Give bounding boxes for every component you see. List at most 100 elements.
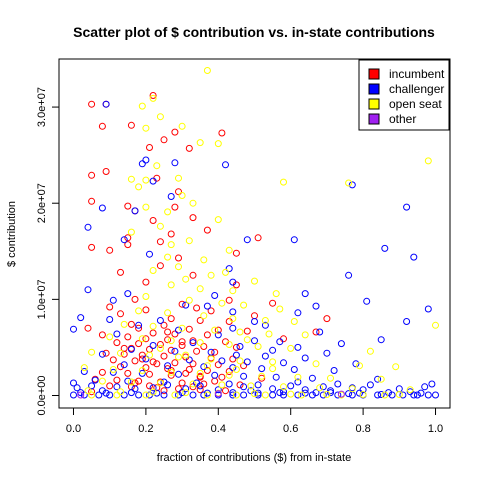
point-open-seat xyxy=(88,348,96,356)
point-incumbent xyxy=(236,381,244,389)
point-challenger xyxy=(312,389,320,397)
point-incumbent xyxy=(109,356,117,364)
point-challenger xyxy=(156,317,164,324)
point-challenger xyxy=(276,389,284,397)
point-challenger xyxy=(280,359,287,367)
point-open-seat xyxy=(135,183,143,191)
point-incumbent xyxy=(222,387,229,395)
point-open-seat xyxy=(189,199,197,207)
point-challenger xyxy=(381,244,389,252)
point-challenger xyxy=(88,382,96,390)
point-incumbent xyxy=(211,377,219,385)
point-incumbent xyxy=(127,121,135,129)
point-challenger xyxy=(218,357,226,365)
point-incumbent xyxy=(127,320,135,328)
point-challenger xyxy=(323,349,331,357)
point-incumbent xyxy=(196,317,204,324)
point-incumbent xyxy=(106,303,114,311)
point-challenger xyxy=(160,391,168,399)
point-incumbent xyxy=(164,336,172,344)
point-incumbent xyxy=(232,343,240,351)
point-incumbent xyxy=(185,325,193,333)
point-incumbent xyxy=(120,344,128,352)
point-challenger xyxy=(269,391,277,399)
point-incumbent xyxy=(124,202,132,210)
point-challenger xyxy=(138,160,146,168)
point-challenger xyxy=(153,389,161,397)
point-challenger xyxy=(410,253,418,261)
point-challenger xyxy=(312,302,320,310)
point-incumbent xyxy=(98,368,106,376)
point-incumbent xyxy=(189,360,197,368)
point-challenger xyxy=(84,223,92,231)
point-incumbent xyxy=(153,384,161,392)
point-challenger xyxy=(359,386,367,394)
chart-title: Scatter plot of $ contribution vs. in-st… xyxy=(73,24,435,40)
point-open-seat xyxy=(113,391,121,399)
point-challenger xyxy=(319,391,327,399)
point-challenger xyxy=(377,336,385,344)
point-challenger xyxy=(131,385,139,393)
point-challenger xyxy=(171,347,179,355)
y-tick-label: 0.0e+00 xyxy=(36,375,48,415)
point-challenger xyxy=(301,389,309,397)
legend-swatch-open-seat xyxy=(368,98,380,110)
point-challenger xyxy=(348,391,356,399)
point-challenger xyxy=(276,338,284,346)
point-incumbent xyxy=(218,373,226,381)
point-incumbent xyxy=(149,217,157,224)
point-incumbent xyxy=(167,315,175,323)
point-incumbent xyxy=(156,341,164,348)
point-open-seat xyxy=(377,375,385,383)
point-open-seat xyxy=(156,222,164,230)
point-incumbent xyxy=(167,367,175,374)
point-challenger xyxy=(366,381,374,389)
point-incumbent xyxy=(149,329,157,337)
point-challenger xyxy=(109,296,117,304)
point-challenger xyxy=(120,361,128,369)
point-open-seat xyxy=(156,379,164,387)
point-incumbent xyxy=(323,315,331,323)
legend-label-other: other xyxy=(389,112,416,126)
y-tick-label: 3.0e+07 xyxy=(36,87,48,127)
point-challenger xyxy=(334,391,342,399)
point-open-seat xyxy=(135,307,143,315)
point-challenger xyxy=(131,207,139,215)
point-open-seat xyxy=(225,246,233,254)
point-incumbent xyxy=(178,379,186,387)
point-challenger xyxy=(261,321,269,329)
point-open-seat xyxy=(117,349,124,357)
point-challenger xyxy=(142,355,150,363)
point-challenger xyxy=(356,389,363,397)
point-challenger xyxy=(229,364,237,372)
point-challenger xyxy=(251,337,258,345)
point-open-seat xyxy=(164,208,172,216)
point-incumbent xyxy=(88,100,96,108)
legend-label-challenger: challenger xyxy=(389,82,444,96)
point-open-seat xyxy=(243,336,251,344)
point-open-seat xyxy=(117,388,124,396)
point-challenger xyxy=(403,203,411,211)
point-open-seat xyxy=(298,391,306,399)
point-challenger xyxy=(374,375,382,383)
point-open-seat xyxy=(142,293,150,300)
legend-swatch-incumbent xyxy=(368,68,380,80)
point-challenger xyxy=(225,380,233,388)
point-challenger xyxy=(120,391,128,399)
point-other xyxy=(77,391,85,399)
point-open-seat xyxy=(167,281,175,289)
point-incumbent xyxy=(146,382,153,390)
point-challenger xyxy=(272,373,280,381)
point-open-seat xyxy=(156,113,164,121)
point-incumbent xyxy=(175,385,182,393)
point-challenger xyxy=(261,352,269,360)
point-open-seat xyxy=(203,362,211,370)
point-incumbent xyxy=(225,368,233,375)
point-challenger xyxy=(164,381,172,389)
y-tick-label: 1.0e+07 xyxy=(36,279,48,319)
point-challenger xyxy=(178,389,186,397)
point-open-seat xyxy=(167,368,175,376)
point-incumbent xyxy=(160,352,168,360)
point-challenger xyxy=(424,305,432,313)
